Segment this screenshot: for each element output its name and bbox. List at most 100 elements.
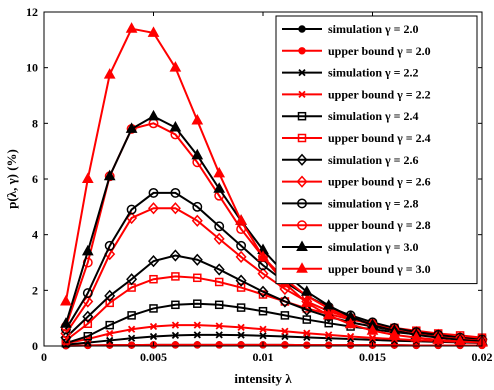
legend-item: upper bound γ = 2.6	[282, 175, 431, 189]
data-point	[81, 172, 94, 183]
y-tick-label: 4	[32, 228, 38, 242]
data-point	[103, 68, 116, 79]
legend-label: simulation γ = 2.8	[328, 196, 418, 210]
y-tick-label: 0	[32, 339, 38, 353]
legend-item: upper bound γ = 2.2	[282, 87, 431, 101]
legend-marker	[296, 175, 308, 188]
axes-layer: 0 0.005 0.01 0.015 0.02 0 2 4 6 8 10 12	[26, 5, 493, 364]
legend-item: simulation γ = 3.0	[282, 240, 418, 254]
data-point	[325, 341, 333, 349]
data-point	[258, 306, 268, 316]
legend-label: simulation γ = 3.0	[328, 240, 418, 254]
data-point	[147, 109, 160, 121]
legend-marker	[297, 220, 307, 231]
data-point	[148, 187, 159, 198]
data-point	[193, 321, 201, 329]
data-point	[193, 331, 201, 339]
legend-marker	[297, 111, 307, 121]
data-point	[257, 250, 269, 261]
data-point	[215, 341, 223, 349]
data-point	[236, 240, 247, 251]
y-tick-label: 8	[32, 116, 38, 130]
legend-item: simulation γ = 2.8	[282, 196, 418, 210]
data-point	[214, 221, 225, 232]
legend-item: upper bound γ = 2.0	[282, 44, 431, 58]
data-point	[301, 303, 313, 316]
x-tick-label: 0.015	[359, 350, 386, 364]
data-point	[171, 300, 180, 310]
data-point	[193, 341, 202, 349]
data-point	[302, 315, 312, 324]
x-tick-label: 0.01	[253, 350, 274, 364]
legend-item: simulation γ = 2.6	[282, 153, 418, 167]
data-point	[235, 274, 247, 287]
data-point	[215, 331, 223, 339]
data-point	[127, 325, 136, 333]
data-point	[126, 273, 138, 286]
data-point	[82, 288, 93, 299]
y-tick-label: 2	[32, 283, 38, 297]
data-point	[213, 166, 226, 178]
data-point	[147, 202, 160, 215]
legend-marker	[296, 262, 308, 273]
data-point	[171, 321, 180, 329]
legend-label: upper bound γ = 2.8	[328, 218, 431, 232]
data-point	[303, 341, 311, 349]
data-point	[237, 323, 245, 331]
legend-label: upper bound γ = 2.0	[328, 44, 431, 58]
data-point	[60, 317, 72, 328]
data-point	[215, 322, 223, 330]
data-point	[125, 22, 138, 33]
data-point	[213, 263, 225, 276]
data-point	[149, 304, 158, 313]
legend-item: upper bound γ = 3.0	[282, 262, 431, 276]
data-point	[169, 61, 182, 72]
data-point	[169, 120, 182, 132]
plot-frame	[43, 11, 483, 347]
data-point	[213, 232, 225, 245]
legend-item: simulation γ = 2.2	[282, 66, 418, 80]
data-point	[126, 204, 137, 215]
data-point	[213, 182, 226, 193]
data-point	[127, 334, 136, 342]
x-tick-label: 0.02	[472, 350, 493, 364]
legend-label: simulation γ = 2.2	[328, 66, 418, 80]
data-point	[214, 277, 224, 287]
data-point	[303, 329, 311, 337]
data-point	[366, 324, 379, 335]
data-point	[83, 332, 93, 341]
data-point	[106, 341, 114, 349]
data-point	[81, 244, 94, 256]
data-point	[171, 341, 180, 349]
data-point	[257, 285, 269, 298]
data-point	[170, 187, 181, 198]
data-point	[149, 274, 158, 284]
data-point	[432, 333, 445, 344]
data-point	[410, 331, 423, 342]
data-point	[346, 332, 355, 341]
data-point	[127, 341, 136, 349]
data-point	[300, 296, 313, 307]
data-point	[106, 329, 114, 338]
legend-label: upper bound γ = 3.0	[328, 262, 431, 276]
data-point	[257, 267, 269, 280]
data-point	[147, 26, 160, 37]
data-point	[368, 334, 377, 342]
legend-label: simulation γ = 2.4	[328, 109, 418, 123]
x-axis-title: intensity λ	[234, 371, 292, 386]
legend-label: upper bound γ = 2.2	[328, 87, 431, 101]
data-point	[104, 240, 115, 251]
legend-marker	[298, 25, 306, 33]
x-tick-label: 0.005	[140, 350, 167, 364]
legend-marker	[298, 47, 306, 55]
data-point	[237, 331, 245, 339]
data-point	[346, 341, 355, 349]
legend-marker	[298, 90, 306, 99]
legend-item: upper bound γ = 2.8	[282, 218, 431, 232]
data-point	[193, 273, 202, 283]
data-point	[259, 325, 267, 333]
y-tick-label: 10	[26, 61, 38, 75]
data-point	[192, 201, 203, 212]
data-point	[169, 249, 181, 262]
